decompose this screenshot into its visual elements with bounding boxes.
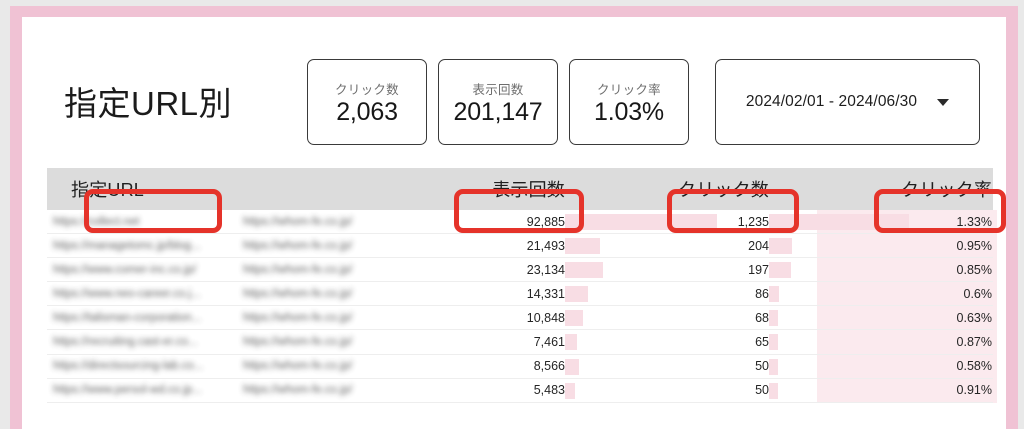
clicks-bar <box>769 358 778 375</box>
table-row[interactable]: https://www.comer-inc.co.jp/https://whom… <box>47 258 993 283</box>
cell-source-url[interactable]: https://www.neo-career.co.j... <box>53 287 201 300</box>
impressions-bar <box>565 334 578 351</box>
cell-source-url[interactable]: https://www.persol-wd.co.jp... <box>53 384 202 397</box>
stat-card-group: クリック数 2,063 表示回数 201,147 クリック率 1.03% <box>307 59 689 145</box>
cell-source-url[interactable]: https://www.comer-inc.co.jp/ <box>53 263 197 276</box>
table-row[interactable]: https://www.neo-career.co.j... https://wh… <box>47 282 993 307</box>
cell-impressions: 8,566 <box>377 355 580 378</box>
table-header-row: 指定URL 表示回数 クリック数 クリック率 <box>47 168 993 210</box>
clicks-bar <box>769 382 778 399</box>
page-title: 指定URL別 <box>64 85 233 122</box>
impressions-bar <box>565 358 580 375</box>
clicks-bar <box>769 310 778 327</box>
cell-source-url[interactable]: https://directsourcing-lab.co... <box>53 360 204 373</box>
clicks-bar <box>769 262 792 279</box>
cell-target-url[interactable]: https://whom-fe.co.jp/ <box>243 287 353 300</box>
impressions-bar <box>565 214 717 230</box>
clicks-bar <box>769 238 793 255</box>
cell-source-url[interactable]: https://talisman-corporation... <box>53 311 202 324</box>
report-card: 指定URL別 クリック数 2,063 表示回数 201,147 クリック率 1.… <box>22 17 1006 429</box>
clicks-bar <box>769 286 779 303</box>
stat-label-clicks: クリック数 <box>334 82 399 97</box>
cell-source-url[interactable]: https://recruiting.cast-er.co... <box>53 336 198 349</box>
cell-target-url[interactable]: https://whom-fe.co.jp/ <box>243 360 353 373</box>
page-frame: 指定URL別 クリック数 2,063 表示回数 201,147 クリック率 1.… <box>10 6 1018 429</box>
date-range-picker[interactable]: 2024/02/01 - 2024/06/30 <box>715 59 980 145</box>
cell-ctr: 0.63% <box>956 310 992 325</box>
cell-impressions: 14,331 <box>377 282 589 305</box>
cell-target-url[interactable]: https://whom-fe.co.jp/ <box>243 311 353 324</box>
cell-ctr: 0.6% <box>963 286 993 301</box>
cell-clicks: 86 <box>587 282 779 305</box>
impressions-bar <box>565 262 603 279</box>
cell-impressions: 21,493 <box>377 234 601 257</box>
table-row[interactable]: https://recruiting.cast-er.co... https://… <box>47 330 993 355</box>
stat-card-ctr: クリック率 1.03% <box>569 59 689 145</box>
cell-impressions: 23,134 <box>377 258 603 281</box>
cell-ctr: 0.91% <box>956 383 992 398</box>
clicks-bar <box>769 214 909 230</box>
date-range-value: 2024/02/01 - 2024/06/30 <box>745 93 918 110</box>
impressions-bar <box>565 310 583 327</box>
cell-impressions: 10,848 <box>377 306 583 329</box>
cell-target-url[interactable]: https://whom-fe.co.jp/ <box>243 384 353 397</box>
stat-card-clicks: クリック数 2,063 <box>307 59 427 145</box>
stat-value-impressions: 201,147 <box>453 97 543 126</box>
cell-clicks: 50 <box>587 379 778 402</box>
cell-clicks: 68 <box>587 306 778 329</box>
cell-target-url[interactable]: https://whom-fe.co.jp/ <box>243 263 353 276</box>
ctr-column-highlight <box>817 210 997 403</box>
impressions-bar <box>565 382 575 399</box>
table-body: https://collect.net https://whom-fe.co.jp… <box>47 210 997 403</box>
impressions-bar <box>565 286 589 303</box>
column-header-impressions[interactable]: 表示回数 <box>492 180 565 200</box>
column-header-url[interactable]: 指定URL <box>71 180 145 200</box>
cell-impressions: 7,461 <box>377 330 578 353</box>
impressions-bar <box>565 238 601 255</box>
data-table: 指定URL 表示回数 クリック数 クリック率 https://collect.n… <box>22 168 1006 429</box>
cell-ctr: 0.87% <box>956 335 992 350</box>
report-header: 指定URL別 クリック数 2,063 表示回数 201,147 クリック率 1.… <box>22 17 1006 167</box>
table-row[interactable]: https://www.persol-wd.co.jp... https://wh… <box>47 379 993 403</box>
cell-source-url[interactable]: https://collect.net <box>53 215 140 228</box>
stat-card-impressions: 表示回数 201,147 <box>438 59 558 145</box>
chevron-down-icon <box>937 98 950 106</box>
stat-label-ctr: クリック率 <box>596 82 661 97</box>
stat-value-ctr: 1.03% <box>594 97 664 126</box>
clicks-bar <box>769 334 778 351</box>
cell-ctr: 0.85% <box>956 262 992 277</box>
cell-source-url[interactable]: https://managetomc.jp/blog... <box>53 239 201 252</box>
cell-impressions: 92,885 <box>377 210 717 233</box>
column-header-ctr[interactable]: クリック率 <box>901 180 992 200</box>
table-row[interactable]: https://directsourcing-lab.co... https://… <box>47 355 993 379</box>
cell-clicks: 65 <box>587 330 778 353</box>
stat-value-clicks: 2,063 <box>336 97 398 126</box>
table-row[interactable]: https://collect.net https://whom-fe.co.jp… <box>47 210 993 235</box>
cell-clicks: 50 <box>587 355 778 378</box>
cell-clicks: 1,235 <box>587 210 909 233</box>
table-row[interactable]: https://managetomc.jp/blog... https://who… <box>47 234 993 259</box>
column-header-clicks[interactable]: クリック数 <box>678 180 769 200</box>
cell-ctr: 0.58% <box>956 359 992 374</box>
cell-clicks: 204 <box>587 234 793 257</box>
stat-label-impressions: 表示回数 <box>472 82 524 97</box>
table-row[interactable]: https://talisman-corporation... https://w… <box>47 306 993 331</box>
cell-ctr: 1.33% <box>956 214 992 229</box>
cell-clicks: 197 <box>587 258 792 281</box>
cell-target-url[interactable]: https://whom-fe.co.jp/ <box>243 336 353 349</box>
cell-impressions: 5,483 <box>377 379 575 402</box>
cell-target-url[interactable]: https://whom-fe.co.jp/ <box>243 215 353 228</box>
cell-target-url[interactable]: https://whom-fe.co.jp/ <box>243 239 353 252</box>
cell-ctr: 0.95% <box>956 238 992 253</box>
